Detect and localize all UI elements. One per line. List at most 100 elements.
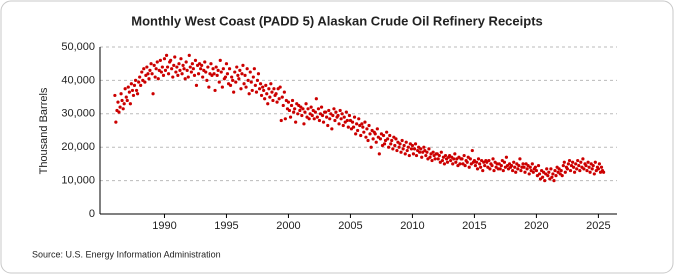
data-point: [400, 138, 404, 143]
data-point: [449, 158, 453, 163]
data-point: [303, 110, 307, 114]
data-point: [253, 83, 257, 88]
data-point: [205, 78, 209, 82]
data-point: [586, 160, 590, 164]
data-point: [212, 72, 216, 76]
y-tick-label: 40,000: [61, 74, 95, 86]
data-point: [552, 179, 556, 183]
data-point: [525, 167, 529, 171]
y-tick-label: 0: [89, 208, 95, 220]
data-point: [214, 65, 218, 69]
data-point: [476, 157, 481, 161]
data-point: [139, 83, 143, 88]
data-point: [587, 165, 591, 169]
data-point: [599, 165, 604, 169]
data-point: [312, 117, 316, 121]
data-point: [166, 72, 171, 76]
data-point: [367, 123, 371, 128]
data-point: [341, 123, 345, 128]
data-point: [175, 65, 179, 69]
data-point: [474, 160, 479, 164]
data-point: [182, 67, 186, 71]
data-point: [336, 113, 340, 118]
data-point: [561, 163, 565, 168]
data-point: [382, 142, 387, 146]
data-point: [575, 167, 579, 171]
x-tick-label: 1990: [152, 220, 176, 232]
data-point: [176, 73, 180, 77]
data-point: [206, 65, 210, 69]
data-point: [193, 58, 198, 62]
data-point: [512, 160, 516, 164]
data-point: [224, 62, 229, 66]
data-point: [547, 170, 551, 174]
data-point: [534, 168, 539, 173]
data-point: [137, 80, 141, 84]
data-point: [454, 160, 458, 164]
data-point: [572, 165, 576, 169]
data-point: [511, 168, 515, 173]
data-point: [233, 70, 237, 74]
data-point: [390, 138, 394, 143]
data-point: [371, 137, 375, 141]
data-point: [313, 110, 317, 114]
data-point: [218, 58, 222, 62]
data-point: [259, 93, 264, 98]
data-point: [302, 122, 306, 126]
data-point: [404, 140, 408, 144]
data-point: [340, 112, 344, 116]
data-point: [331, 113, 335, 118]
data-point: [246, 78, 250, 82]
data-point: [401, 147, 405, 151]
data-point: [554, 173, 558, 178]
data-point: [122, 102, 126, 106]
data-point: [191, 67, 195, 71]
data-point: [528, 165, 532, 169]
data-point: [159, 70, 163, 74]
data-point: [203, 60, 207, 64]
data-point: [255, 78, 260, 82]
data-point: [204, 70, 208, 74]
data-point: [530, 162, 534, 166]
data-point: [266, 102, 270, 106]
data-point: [337, 122, 341, 126]
data-point: [153, 75, 157, 79]
x-tick-label: 2000: [276, 220, 300, 232]
data-point: [422, 145, 426, 149]
x-tick-label: 2010: [400, 220, 424, 232]
data-point: [488, 167, 492, 171]
data-point: [227, 67, 232, 71]
data-point: [430, 158, 434, 163]
data-point: [518, 157, 522, 161]
data-point: [152, 63, 156, 67]
data-point: [368, 132, 372, 136]
data-point: [338, 108, 342, 113]
data-point: [345, 118, 349, 123]
data-point: [473, 163, 478, 168]
data-point: [326, 123, 330, 128]
data-point: [201, 75, 205, 79]
data-point: [328, 117, 332, 121]
data-point: [310, 113, 314, 118]
data-point: [410, 143, 415, 148]
data-point: [275, 100, 279, 104]
data-point: [591, 163, 595, 168]
data-point: [127, 90, 131, 94]
data-point: [437, 153, 441, 158]
data-point: [279, 118, 283, 123]
data-point: [567, 158, 572, 163]
data-point: [199, 67, 203, 71]
data-point: [283, 117, 287, 121]
data-point: [375, 127, 379, 131]
data-point: [373, 132, 377, 136]
x-tick-label: 2025: [586, 220, 610, 232]
data-point: [574, 162, 578, 166]
data-point: [399, 150, 403, 154]
y-tick-label: 20,000: [61, 141, 95, 153]
data-point: [293, 107, 297, 111]
data-point: [160, 65, 164, 69]
data-point: [250, 88, 254, 93]
data-point: [118, 105, 122, 109]
data-point: [289, 103, 294, 108]
data-point: [490, 163, 494, 168]
